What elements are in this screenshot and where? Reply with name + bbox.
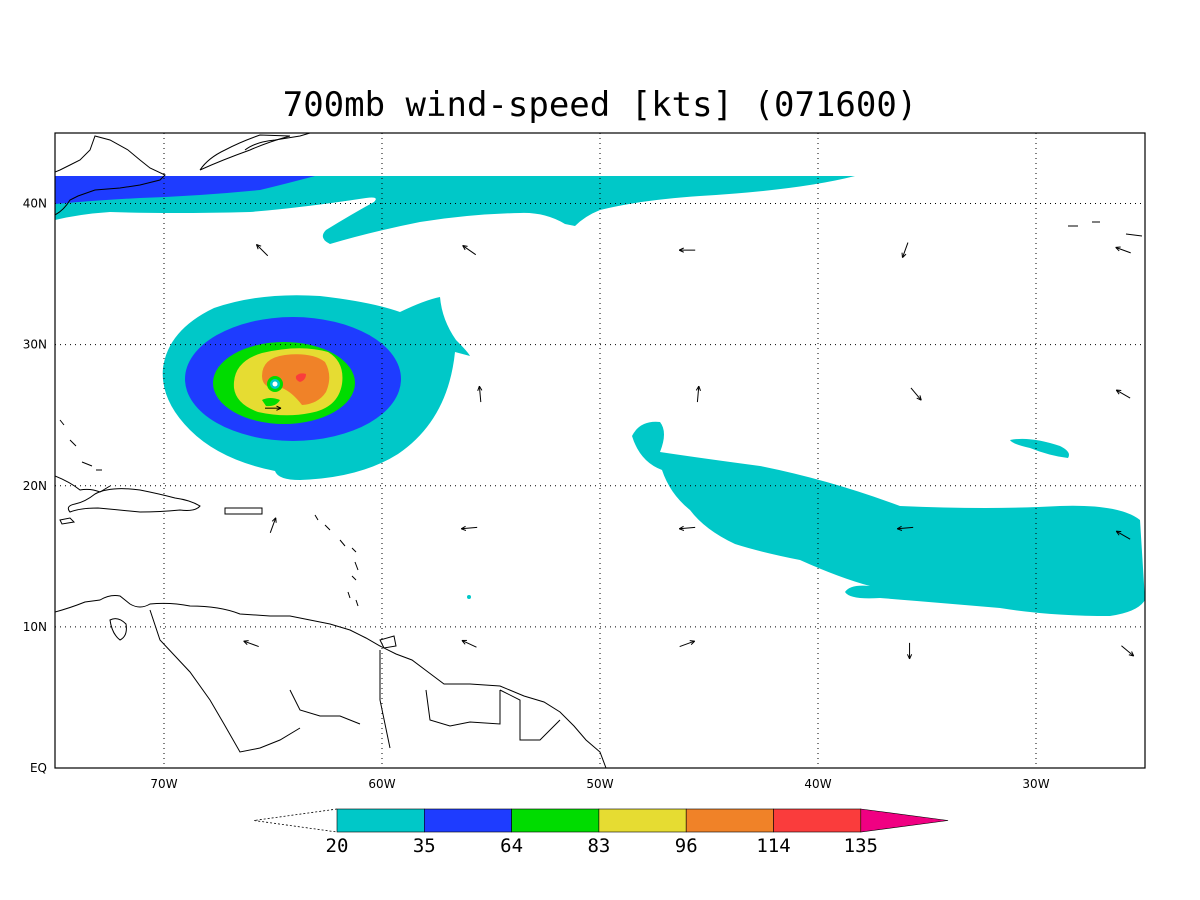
hurricane-eye: [272, 381, 278, 387]
colorbar-bin: [685, 808, 774, 833]
colorbar-label: 96: [675, 835, 698, 857]
lat-tick-label: 20N: [23, 479, 47, 493]
colorbar-label: 64: [500, 835, 523, 857]
longitude-tick-labels: 70W 60W 50W 40W 30W: [150, 777, 1049, 791]
contour-96-hurricane: [262, 354, 330, 405]
coast-cuba: [55, 475, 111, 493]
colorbar-bin: [860, 808, 949, 833]
lon-tick-label: 50W: [586, 777, 613, 791]
colorbar-label: 35: [413, 835, 436, 857]
lon-tick-label: 60W: [368, 777, 395, 791]
wind-vector: [460, 525, 478, 531]
colorbar-bin: [598, 808, 687, 833]
wind-speed-shading: [55, 176, 1145, 616]
lon-tick-label: 70W: [150, 777, 177, 791]
colorbar-label: 20: [326, 835, 349, 857]
wind-vector: [1115, 530, 1131, 540]
wind-vector: [461, 639, 477, 648]
lon-tick-label: 40W: [804, 777, 831, 791]
wind-vector: [910, 387, 922, 401]
colorbar-bin: [773, 808, 862, 833]
wind-vector: [1115, 389, 1131, 399]
wind-vector: [678, 247, 696, 253]
coast-azores: [1068, 221, 1143, 237]
coast-puerto-rico: [224, 507, 263, 515]
contour-20-small-patch: [1010, 438, 1069, 458]
coast-lesser-antilles: [314, 514, 359, 607]
wind-vector: [1115, 246, 1131, 254]
wind-vector: [477, 385, 483, 403]
plot-frame: [54, 132, 1146, 769]
lat-tick-label: 40N: [23, 197, 47, 211]
wind-vector: [679, 640, 696, 648]
latitude-tick-labels: EQ 10N 20N 30N 40N: [23, 197, 47, 775]
wind-vector: [896, 525, 914, 531]
contour-64-lobe: [262, 398, 280, 407]
colorbar: 20 35 64 83 96 114 135: [253, 808, 949, 857]
wind-vector: [243, 640, 259, 648]
colorbar-label: 135: [844, 835, 878, 857]
wind-vector: [695, 385, 701, 403]
wind-vector: [265, 405, 282, 411]
coast-interior-borders: [149, 609, 561, 753]
colorbar-bin: [336, 808, 425, 833]
contour-20-dot: [467, 595, 471, 599]
wind-vector: [901, 242, 909, 258]
contour-20-jet-band: [55, 176, 855, 244]
wind-vector: [906, 642, 913, 660]
coast-trinidad: [379, 635, 397, 649]
contour-114-hurricane: [295, 373, 306, 382]
chart-title: 700mb wind-speed [kts] (071600): [283, 85, 918, 125]
colorbar-label: 114: [756, 835, 790, 857]
coastlines: [55, 133, 1143, 768]
colorbar-bin: [511, 808, 600, 833]
coast-nova-scotia: [199, 134, 291, 171]
colorbar-bin: [423, 808, 512, 833]
coast-lake-maracaibo: [109, 618, 127, 641]
coast-north-america: [55, 135, 166, 216]
lon-tick-label: 30W: [1022, 777, 1049, 791]
wind-vectors: [243, 242, 1135, 660]
wind-vector: [269, 517, 277, 533]
graticule: [55, 133, 1145, 768]
coast-hispaniola: [67, 488, 201, 513]
colorbar-label: 83: [587, 835, 610, 857]
lat-tick-label: EQ: [30, 761, 47, 775]
contour-35-jet-core: [55, 176, 315, 204]
lat-tick-label: 10N: [23, 620, 47, 634]
coast-bahamas: [59, 419, 102, 471]
coast-south-america: [55, 595, 607, 768]
contour-20-easterly-band: [632, 421, 1145, 616]
wind-vector: [1121, 645, 1135, 657]
coast-newfoundland: [244, 133, 311, 151]
colorbar-lower-open-triangle: [253, 808, 338, 833]
wind-vector: [255, 243, 269, 257]
wind-vector: [462, 245, 477, 256]
lat-tick-label: 30N: [23, 338, 47, 352]
map-plot-area: [55, 133, 1145, 768]
coast-jamaica: [59, 517, 76, 525]
wind-vector: [678, 525, 696, 531]
